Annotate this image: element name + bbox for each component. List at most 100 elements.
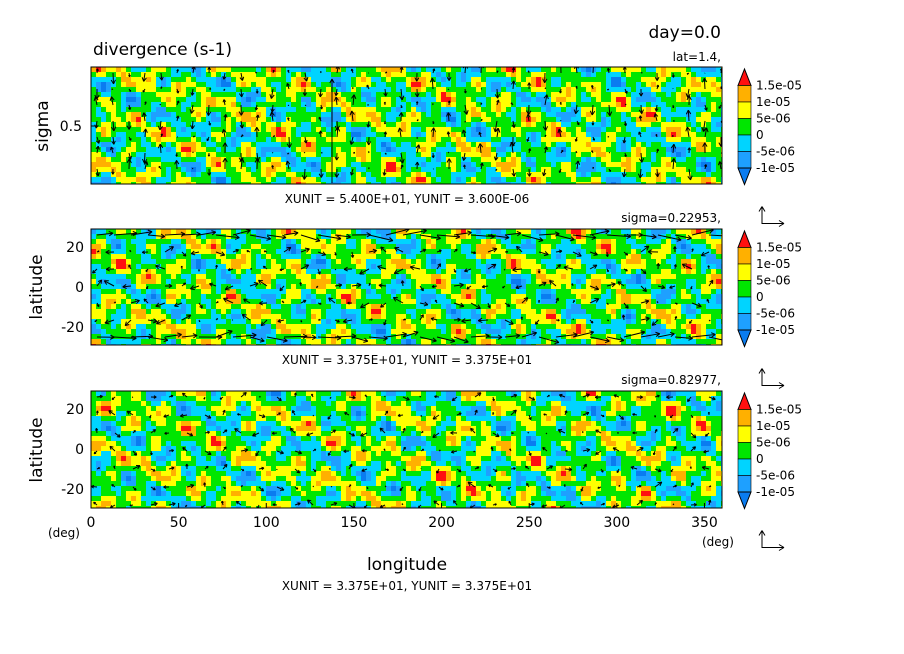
field-cell xyxy=(366,157,372,163)
field-cell xyxy=(401,289,407,295)
field-cell xyxy=(296,274,302,280)
top-panel-field xyxy=(91,67,722,184)
field-cell xyxy=(386,97,392,103)
field-cell xyxy=(271,229,277,235)
field-cell xyxy=(351,147,357,153)
field-cell xyxy=(341,67,347,73)
field-cell xyxy=(456,162,462,168)
field-cell xyxy=(571,239,577,245)
field-cell xyxy=(461,107,467,113)
field-cell xyxy=(536,72,542,78)
field-cell xyxy=(316,72,322,78)
field-cell xyxy=(146,239,152,245)
field-cell xyxy=(156,299,162,305)
field-cell xyxy=(566,157,572,163)
field-cell xyxy=(601,67,607,73)
field-cell xyxy=(546,172,552,178)
field-cell xyxy=(341,132,347,138)
field-cell xyxy=(651,264,657,270)
field-cell xyxy=(681,289,687,295)
field-cell xyxy=(556,234,562,240)
field-cell xyxy=(441,92,447,98)
field-cell xyxy=(126,132,132,138)
field-cell xyxy=(676,244,682,250)
field-cell xyxy=(181,172,187,178)
field-cell xyxy=(536,152,542,158)
field-cell xyxy=(466,117,472,123)
field-cell xyxy=(566,117,572,123)
field-cell xyxy=(206,157,212,163)
field-cell xyxy=(681,92,687,98)
field-cell xyxy=(591,177,597,183)
field-cell xyxy=(336,279,342,285)
field-cell xyxy=(96,77,102,83)
field-cell xyxy=(621,294,627,300)
field-cell xyxy=(626,299,632,305)
field-cell xyxy=(151,177,157,183)
field-cell xyxy=(571,137,577,143)
field-cell xyxy=(301,244,307,250)
field-cell xyxy=(501,132,507,138)
field-cell xyxy=(626,274,632,280)
field-cell xyxy=(121,229,127,235)
field-cell xyxy=(166,82,172,88)
field-cell xyxy=(421,137,427,143)
field-cell xyxy=(406,269,412,275)
field-cell xyxy=(396,97,402,103)
field-cell xyxy=(126,269,132,275)
field-cell xyxy=(326,269,332,275)
field-cell xyxy=(301,274,307,280)
field-cell xyxy=(661,127,667,133)
field-cell xyxy=(156,274,162,280)
field-cell xyxy=(301,77,307,83)
field-cell xyxy=(691,102,697,108)
field-cell xyxy=(186,244,192,250)
field-cell xyxy=(641,264,647,270)
field-cell xyxy=(176,142,182,148)
field-cell xyxy=(451,97,457,103)
field-cell xyxy=(446,284,452,290)
field-cell xyxy=(406,234,412,240)
field-cell xyxy=(296,177,302,183)
field-cell xyxy=(256,77,262,83)
field-cell xyxy=(701,157,707,163)
field-cell xyxy=(531,177,537,183)
field-cell xyxy=(336,92,342,98)
field-cell xyxy=(286,234,292,240)
field-cell xyxy=(676,177,682,183)
field-cell xyxy=(606,172,612,178)
field-cell xyxy=(591,269,597,275)
field-cell xyxy=(476,284,482,290)
field-cell xyxy=(486,117,492,123)
field-cell xyxy=(336,82,342,88)
field-cell xyxy=(331,269,337,275)
field-cell xyxy=(396,77,402,83)
field-cell xyxy=(431,172,437,178)
field-cell xyxy=(281,294,287,300)
field-cell xyxy=(516,254,522,260)
field-cell xyxy=(576,259,582,265)
field-cell xyxy=(246,162,252,168)
field-cell xyxy=(416,269,422,275)
field-cell xyxy=(621,147,627,153)
field-cell xyxy=(706,127,712,133)
field-cell xyxy=(716,229,722,235)
field-cell xyxy=(581,279,587,285)
field-cell xyxy=(236,122,242,128)
field-cell xyxy=(266,279,272,285)
field-cell xyxy=(391,259,397,265)
field-cell xyxy=(601,137,607,143)
field-cell xyxy=(216,92,222,98)
field-cell xyxy=(231,279,237,285)
field-cell xyxy=(501,112,507,118)
field-cell xyxy=(326,182,332,184)
field-cell xyxy=(206,182,212,184)
field-cell xyxy=(676,117,682,123)
field-cell xyxy=(641,147,647,153)
field-cell xyxy=(301,142,307,148)
field-cell xyxy=(371,157,377,163)
field-cell xyxy=(711,264,717,270)
field-cell xyxy=(636,269,642,275)
field-cell xyxy=(361,229,367,235)
field-cell xyxy=(141,72,147,78)
